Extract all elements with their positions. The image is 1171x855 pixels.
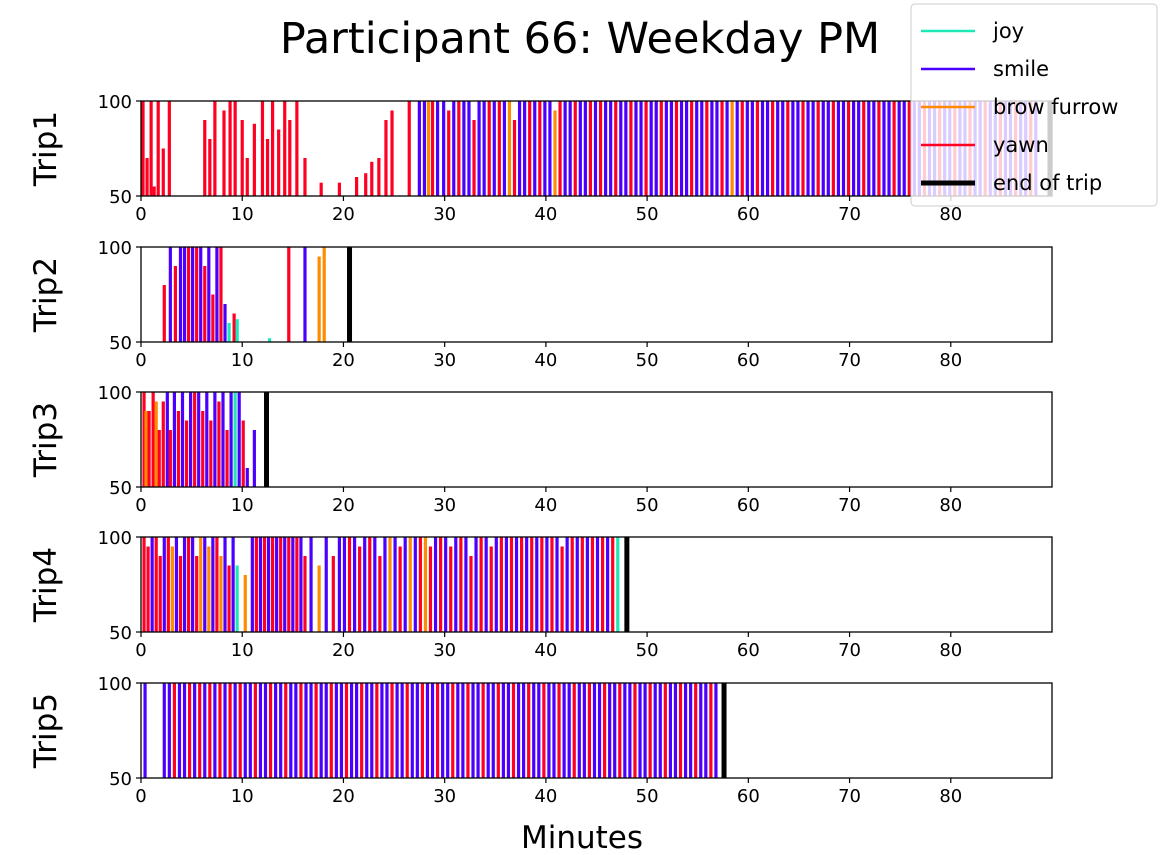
y-tick-label: 50 bbox=[109, 623, 132, 644]
y-tick-label: 100 bbox=[98, 92, 132, 113]
legend-label-yawn: yawn bbox=[993, 133, 1049, 157]
axes-frame bbox=[140, 536, 1053, 633]
x-tick-label: 20 bbox=[332, 350, 355, 371]
chart-title: Participant 66: Weekday PM bbox=[280, 14, 880, 64]
legend-box bbox=[910, 3, 1158, 207]
x-tick-label: 20 bbox=[332, 204, 355, 225]
x-tick-label: 30 bbox=[433, 204, 456, 225]
legend-label-end-of-trip: end of trip bbox=[993, 171, 1102, 195]
x-tick-label: 0 bbox=[135, 350, 146, 371]
y-axis-label-trip1: Trip1 bbox=[28, 111, 64, 187]
y-tick-label: 50 bbox=[109, 333, 132, 354]
event-lines bbox=[143, 683, 718, 778]
legend-label-smile: smile bbox=[993, 57, 1049, 81]
x-tick-label: 40 bbox=[534, 204, 557, 225]
x-tick-label: 60 bbox=[737, 204, 760, 225]
event-lines bbox=[141, 101, 1038, 196]
event-lines bbox=[142, 392, 256, 487]
x-tick-label: 10 bbox=[231, 786, 254, 807]
x-tick-label: 80 bbox=[939, 350, 962, 371]
x-tick-label: 60 bbox=[737, 495, 760, 516]
legend-label-brow-furrow: brow furrow bbox=[993, 95, 1118, 119]
x-tick-label: 0 bbox=[135, 640, 146, 661]
y-tick-label: 100 bbox=[98, 238, 132, 259]
x-tick-label: 30 bbox=[433, 640, 456, 661]
x-tick-label: 70 bbox=[838, 640, 861, 661]
x-tick-label: 30 bbox=[433, 786, 456, 807]
x-axis-label: Minutes bbox=[521, 820, 643, 855]
x-tick-label: 20 bbox=[332, 786, 355, 807]
x-tick-label: 70 bbox=[838, 204, 861, 225]
y-tick-label: 50 bbox=[109, 769, 132, 790]
axes-frame bbox=[140, 391, 1053, 488]
x-tick-label: 50 bbox=[636, 495, 659, 516]
panel-trip1: 0 10 20 30 40 50 60 70 80 50 100 Trip1 bbox=[28, 92, 1053, 225]
x-tick-label: 40 bbox=[534, 640, 557, 661]
x-tick-label: 50 bbox=[636, 204, 659, 225]
panel-trip4: 0 10 20 30 40 50 60 70 80 50 100 Trip4 bbox=[28, 528, 1053, 661]
x-tick-label: 30 bbox=[433, 350, 456, 371]
panel-trip3: 0 10 20 30 40 50 60 70 80 50 100 Trip3 bbox=[28, 383, 1053, 516]
y-axis-label-trip2: Trip2 bbox=[28, 257, 64, 333]
x-tick-label: 60 bbox=[737, 640, 760, 661]
x-tick-label: 30 bbox=[433, 495, 456, 516]
x-tick-label: 0 bbox=[135, 204, 146, 225]
x-tick-label: 40 bbox=[534, 786, 557, 807]
x-tick-label: 0 bbox=[135, 495, 146, 516]
y-axis-label-trip3: Trip3 bbox=[28, 402, 64, 478]
x-tick-label: 10 bbox=[231, 640, 254, 661]
x-tick-label: 80 bbox=[939, 786, 962, 807]
x-tick-label: 80 bbox=[939, 204, 962, 225]
x-tick-label: 70 bbox=[838, 786, 861, 807]
event-lines bbox=[162, 247, 326, 342]
y-tick-label: 50 bbox=[109, 478, 132, 499]
x-tick-label: 20 bbox=[332, 640, 355, 661]
event-lines bbox=[142, 537, 620, 632]
x-tick-label: 60 bbox=[737, 350, 760, 371]
panel-trip5: 0 10 20 30 40 50 60 70 80 50 100 Trip5 bbox=[28, 674, 1053, 807]
x-tick-label: 80 bbox=[939, 640, 962, 661]
legend-label-joy: joy bbox=[992, 19, 1024, 43]
x-tick-label: 10 bbox=[231, 495, 254, 516]
x-tick-label: 50 bbox=[636, 786, 659, 807]
x-tick-label: 60 bbox=[737, 786, 760, 807]
y-tick-label: 50 bbox=[109, 187, 132, 208]
x-tick-label: 40 bbox=[534, 350, 557, 371]
x-tick-label: 10 bbox=[231, 204, 254, 225]
y-tick-label: 100 bbox=[98, 383, 132, 404]
panel-trip2: 0 10 20 30 40 50 60 70 80 50 100 Trip2 bbox=[28, 238, 1053, 371]
x-tick-label: 10 bbox=[231, 350, 254, 371]
x-tick-label: 50 bbox=[636, 640, 659, 661]
axes-frame bbox=[140, 246, 1053, 343]
y-tick-label: 100 bbox=[98, 528, 132, 549]
x-tick-label: 70 bbox=[838, 495, 861, 516]
y-tick-label: 100 bbox=[98, 674, 132, 695]
x-tick-label: 50 bbox=[636, 350, 659, 371]
x-tick-label: 80 bbox=[939, 495, 962, 516]
y-axis-label-trip4: Trip4 bbox=[28, 547, 64, 623]
x-tick-label: 20 bbox=[332, 495, 355, 516]
axes-frame bbox=[140, 682, 1053, 779]
x-tick-label: 70 bbox=[838, 350, 861, 371]
x-tick-label: 40 bbox=[534, 495, 557, 516]
legend: joy smile brow furrow yawn end of trip bbox=[910, 3, 1158, 207]
x-tick-label: 0 bbox=[135, 786, 146, 807]
y-axis-label-trip5: Trip5 bbox=[28, 693, 64, 769]
